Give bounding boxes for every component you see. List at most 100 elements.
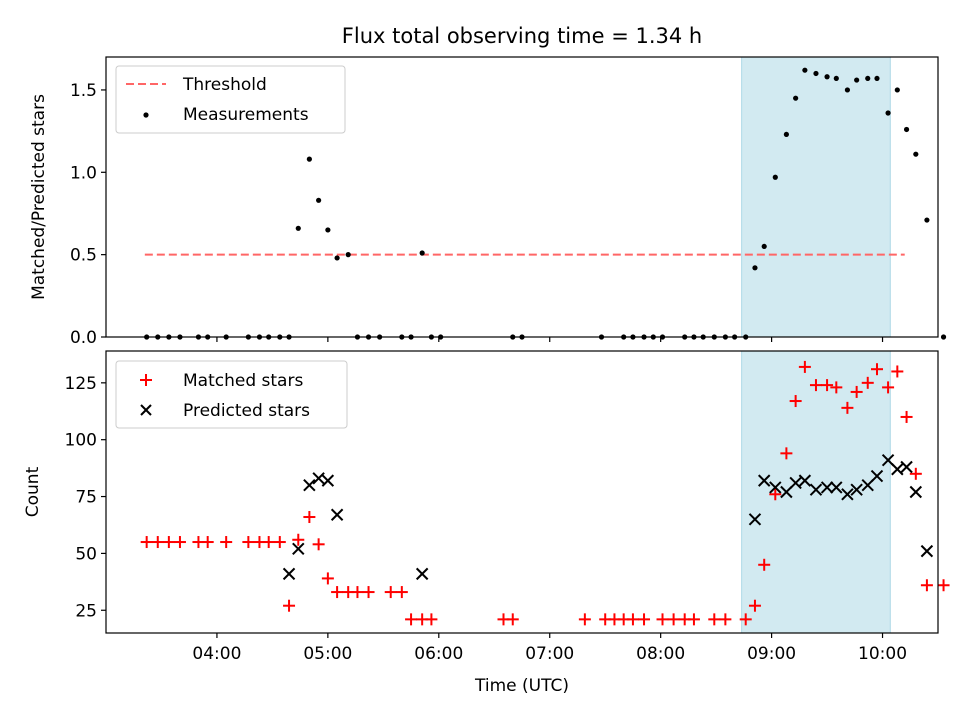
y-tick-label: 1.5 [70,81,97,101]
matched-star-marker [283,599,296,612]
matched-star-marker [638,613,651,626]
predicted-star-marker [330,508,344,521]
count-y-axis-label: Count [23,466,43,517]
ratio-y-ticks: 0.0 0.5 1.0 1.5 [70,81,106,348]
matched-star-marker [140,536,153,549]
ratio-panel: 0.0 0.5 1.0 1.5 Matched/Predicted stars Thr… [29,56,947,348]
predicted-star-marker [780,485,793,499]
matched-star-marker [162,536,175,549]
predicted-star-marker [891,463,904,476]
matched-star-marker [708,613,721,626]
ratio-x-ticks [216,337,884,342]
measurement-point [913,151,919,157]
matched-star-marker [758,558,771,571]
matched-star-marker [312,538,325,551]
count-panel: 25 50 75 100 125 04:00 05:00 06:00 07:00 08:00 09… [23,350,950,696]
matched-star-marker [891,365,904,378]
predicted-star-marker [789,476,802,490]
observing-window-shade [741,56,891,338]
matched-star-marker [789,395,802,408]
matched-star-marker [201,536,214,549]
x-tick-label: 06:00 [414,644,463,664]
measurement-point [940,334,947,340]
x-tick-label: 07:00 [525,644,574,664]
predicted-star-marker [769,481,782,494]
measurement-point [824,74,830,80]
measurement-point [894,87,900,93]
measurement-point [865,75,871,82]
matched-star-marker [882,381,895,394]
observing-window-shade [741,350,891,634]
matched-star-marker [920,579,933,592]
legend-predicted-label: Predicted stars [183,401,310,421]
measurement-point [761,243,767,250]
measurement-point [813,70,819,77]
measurement-point [316,197,322,203]
matched-star-marker [351,586,364,599]
ratio-y-axis-label: Matched/Predicted stars [29,94,49,300]
measurement-point [885,110,891,116]
matched-star-marker [809,379,822,392]
predicted-star-marker [798,474,812,487]
predicted-star-marker [321,474,335,487]
predicted-star-marker [841,488,854,501]
predicted-star-marker [870,469,884,483]
x-tick-label: 08:00 [636,644,685,664]
matched-star-marker [780,447,793,460]
y-tick-label: 0.0 [70,328,97,348]
measurement-point [752,265,758,271]
chart-title: Flux total observing time = 1.34 h [342,24,702,48]
matched-star-marker [151,536,164,549]
measurement-point [783,131,789,138]
predicted-star-marker [909,485,923,499]
matched-star-marker [578,613,591,626]
matched-star-marker [220,536,233,549]
predicted-star-marker [850,483,863,496]
predicted-star-marker [415,567,429,581]
y-tick-label: 75 [75,488,97,508]
matched-star-marker [292,533,305,546]
predicted-star-markers [282,453,934,581]
matched-star-marker [870,363,883,376]
count-legend: Matched stars Predicted stars [115,360,348,429]
measurement-point [306,156,312,162]
time-x-ticks: 04:00 05:00 06:00 07:00 08:00 09:00 10:00 [192,633,907,664]
matched-star-marker [173,536,186,549]
predicted-star-marker [900,460,913,474]
matched-star-marker [830,381,843,394]
matched-star-marker [362,586,375,599]
predicted-star-marker [748,513,762,526]
predicted-star-marker [282,567,296,581]
time-x-axis-label: Time (UTC) [474,676,569,696]
predicted-star-marker [881,453,895,467]
matched-star-marker [821,379,834,392]
measurement-point [419,250,425,256]
y-tick-label: 125 [65,374,97,394]
measurement-point [345,252,351,258]
predicted-star-marker [809,483,823,496]
matched-star-marker [667,613,680,626]
matched-star-marker [748,599,761,612]
count-panel-frame [105,350,939,634]
y-tick-label: 25 [75,601,97,621]
count-y-ticks: 25 50 75 100 125 [65,374,106,621]
matched-star-marker [626,613,639,626]
measurement-point [844,87,851,93]
legend-measurements-label: Measurements [183,105,309,125]
matched-star-marker [739,613,752,626]
predicted-star-marker [292,542,305,556]
predicted-star-marker [757,474,771,487]
predicted-star-marker [312,472,325,485]
matched-star-marker [900,410,913,423]
matched-star-marker [425,613,438,626]
legend-matched-label: Matched stars [183,371,303,391]
x-tick-label: 09:00 [747,644,796,664]
y-tick-label: 1.0 [70,163,97,183]
matched-star-marker [273,536,286,549]
matched-star-marker [262,536,275,549]
matched-star-marker [687,613,700,626]
predicted-star-marker [830,481,843,494]
predicted-star-marker [920,544,934,558]
matched-star-marker [321,572,334,585]
